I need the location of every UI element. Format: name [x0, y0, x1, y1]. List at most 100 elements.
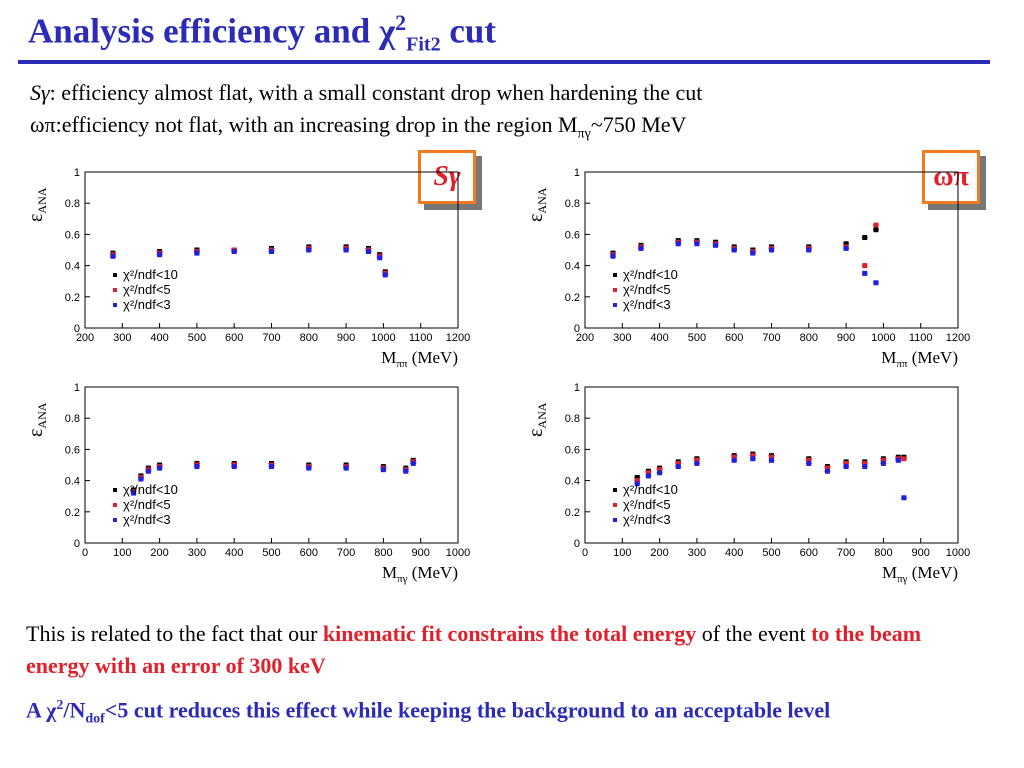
data-point: [843, 460, 849, 466]
series-2: [609, 222, 879, 269]
data-point: [901, 495, 907, 501]
legend-marker: [113, 303, 117, 307]
x-tick-label: 100: [613, 547, 631, 559]
data-point: [638, 245, 644, 251]
y-tick-label: 0: [574, 323, 580, 335]
x-tick-label: 900: [912, 547, 930, 559]
x-tick-label: 800: [300, 332, 318, 344]
data-point: [862, 464, 868, 470]
x-tick-label: 300: [613, 332, 631, 344]
badge-sgamma: Sγ: [418, 150, 476, 204]
note-paragraph-1: This is related to the fact that our kin…: [26, 621, 922, 678]
data-point: [880, 457, 886, 463]
y-tick-label: 0.8: [565, 413, 580, 425]
data-point: [862, 235, 868, 241]
x-tick-label: 200: [650, 547, 668, 559]
y-tick-label: 1: [74, 382, 80, 394]
y-tick-label: 0.4: [65, 476, 80, 488]
data-point: [769, 457, 774, 463]
y-tick-label: 0: [574, 538, 580, 550]
data-point: [657, 470, 663, 476]
page-title: Analysis efficiency and χ2Fit2 cut: [28, 10, 496, 56]
legend-entry: χ²/ndf<3: [123, 512, 171, 527]
legend-entry: χ²/ndf<5: [123, 282, 171, 297]
legend-entry: χ²/ndf<5: [623, 282, 671, 297]
legend-marker: [613, 288, 617, 292]
legend-entry: χ²/ndf<3: [123, 297, 171, 312]
x-axis-label: Mππ (MeV): [381, 348, 458, 370]
legend-marker: [613, 518, 617, 522]
y-axis-label: εANA: [25, 402, 49, 437]
data-point: [306, 247, 312, 253]
x-tick-label: 700: [837, 547, 855, 559]
intro-line-sgamma: Sγ: efficiency almost flat, with a small…: [30, 80, 703, 105]
data-point: [231, 249, 237, 255]
x-tick-label: 300: [188, 547, 206, 559]
data-point: [403, 468, 409, 474]
data-point: [410, 460, 416, 466]
data-point: [694, 241, 700, 247]
legend-marker: [613, 273, 617, 277]
title-underline: [18, 60, 990, 64]
y-tick-label: 0.2: [65, 507, 80, 519]
legend-marker: [613, 503, 617, 507]
series-3: [634, 456, 907, 501]
data-point: [365, 249, 371, 255]
legend-entry: χ²/ndf<10: [623, 482, 678, 497]
data-point: [194, 464, 200, 470]
data-point: [269, 249, 274, 255]
y-tick-label: 1: [574, 382, 580, 394]
data-point: [645, 470, 651, 476]
y-tick-label: 0.6: [565, 229, 580, 241]
y-tick-label: 0.8: [65, 198, 80, 210]
data-point: [306, 465, 312, 471]
x-tick-label: 600: [800, 547, 818, 559]
data-point: [343, 465, 349, 471]
y-tick-label: 0.6: [565, 444, 580, 456]
data-point: [694, 457, 700, 463]
x-tick-label: 600: [300, 547, 318, 559]
data-point: [731, 247, 737, 253]
x-tick-label: 900: [337, 332, 355, 344]
data-point: [731, 454, 737, 460]
legend-entry: χ²/ndf<3: [623, 297, 671, 312]
data-point: [873, 222, 879, 228]
x-tick-label: 1000: [871, 332, 895, 344]
y-tick-label: 0.4: [65, 261, 80, 273]
x-tick-label: 500: [762, 547, 780, 559]
data-point: [806, 460, 812, 466]
x-tick-label: 500: [262, 547, 280, 559]
chart-bottom-right: 0 100 200 300 400 500 600 700 800 900 1000 0 0.2 0.4 0…: [525, 382, 970, 585]
x-tick-label: 500: [188, 332, 206, 344]
data-point: [194, 250, 200, 256]
data-point: [130, 490, 136, 496]
x-tick-label: 200: [76, 332, 94, 344]
chart-top-left: 200 300 400 500 600 700 800 900 1000 1100 1200 0 0.2…: [25, 167, 470, 370]
y-tick-label: 0.2: [65, 292, 80, 304]
data-point: [657, 467, 663, 473]
x-tick-label: 600: [725, 332, 743, 344]
y-axis-label: εANA: [525, 187, 549, 222]
x-tick-label: 0: [582, 547, 588, 559]
data-point: [231, 464, 237, 470]
y-tick-label: 0.4: [565, 261, 580, 273]
data-point: [675, 241, 681, 247]
x-tick-label: 400: [725, 547, 743, 559]
data-point: [880, 460, 886, 466]
x-tick-label: 800: [800, 332, 818, 344]
data-point: [901, 456, 907, 462]
x-tick-label: 900: [412, 547, 430, 559]
y-axis-label: εANA: [25, 187, 49, 222]
data-point: [713, 242, 719, 248]
data-point: [634, 474, 640, 480]
y-tick-label: 0.8: [565, 198, 580, 210]
data-point: [824, 468, 830, 474]
y-tick-label: 0: [74, 323, 80, 335]
data-point: [377, 255, 383, 261]
data-point: [750, 453, 756, 459]
x-tick-label: 700: [762, 332, 780, 344]
data-point: [694, 460, 700, 466]
x-tick-label: 200: [150, 547, 168, 559]
data-point: [843, 245, 849, 251]
data-point: [645, 473, 651, 479]
